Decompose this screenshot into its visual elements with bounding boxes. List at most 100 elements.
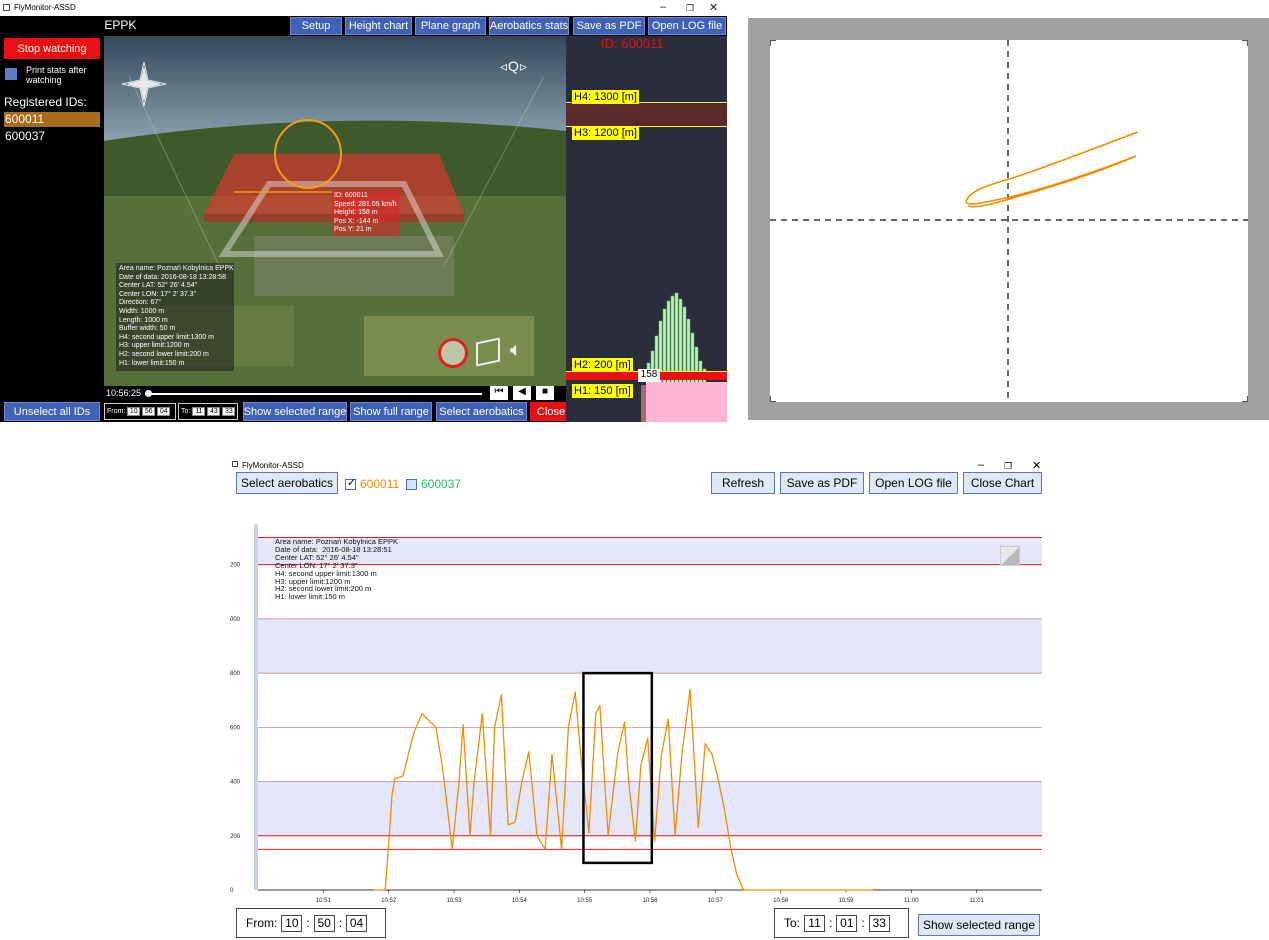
height-chart[interactable]: 0 200 400 600 800 000 200 10:51 10:52 10:53 10:54 1… bbox=[230, 518, 1050, 904]
zoom-nav-icon[interactable]: ◃Q▹ bbox=[500, 58, 528, 74]
aerobatics-stats-button[interactable]: Aerobatics stats bbox=[489, 17, 569, 35]
select-aerobatics-button[interactable]: Select aerobatics bbox=[436, 402, 527, 421]
timeline-slider[interactable] bbox=[146, 393, 482, 395]
x-tick-label: 10:54 bbox=[512, 898, 528, 904]
registered-ids-label: Registered IDs: bbox=[4, 95, 87, 109]
series-toggle-600011[interactable]: ✓ 600011 bbox=[345, 477, 399, 491]
step-back-icon[interactable]: ◀︎ bbox=[513, 386, 531, 400]
h2-label: H2: 200 [m] bbox=[572, 358, 633, 372]
height-chart-button[interactable]: Height chart bbox=[345, 17, 412, 35]
height-band bbox=[258, 781, 1042, 836]
h4-line bbox=[566, 102, 727, 103]
print-stats-label: Print stats after watching bbox=[26, 65, 87, 85]
window-titlebar: FlyMonitor-ASSD – ❐ ✕ bbox=[0, 0, 727, 16]
series-checkbox-checked[interactable]: ✓ bbox=[345, 476, 357, 490]
show-full-range-button[interactable]: Show full range bbox=[350, 402, 432, 421]
series-checkbox-unchecked[interactable] bbox=[406, 478, 417, 490]
from-second-input[interactable]: 04 bbox=[346, 914, 368, 932]
h1-zone bbox=[646, 382, 727, 422]
y-tick-label: 800 bbox=[230, 671, 241, 677]
to-minute-input[interactable]: 01 bbox=[836, 914, 858, 932]
to-minute-input[interactable]: 43 bbox=[207, 407, 221, 416]
from-time-group: From: 10 56 04 bbox=[104, 403, 176, 420]
refresh-button[interactable]: Refresh bbox=[711, 472, 775, 494]
y-tick-label: 600 bbox=[230, 725, 241, 731]
to-time-group: To: 11 : 01 : 33 bbox=[774, 908, 909, 938]
playback-time: 10:56:25 bbox=[106, 388, 142, 398]
stop-watching-button[interactable]: Stop watching bbox=[4, 38, 100, 59]
to-hour-input[interactable]: 11 bbox=[804, 914, 826, 932]
selected-id-label: ID: 600011 bbox=[601, 36, 664, 51]
3d-view[interactable]: ◃Q▹ ID: 600011 Speed: 281.05 km/h Height… bbox=[104, 36, 566, 386]
x-tick-label: 10:59 bbox=[838, 898, 854, 904]
unselect-ids-button[interactable]: Unselect all IDs bbox=[4, 402, 100, 421]
plane-track-graphic bbox=[770, 40, 1248, 402]
height-chart-window: FlyMonitor-ASSD – ❐ ✕ Select aerobatics … bbox=[230, 458, 1050, 940]
close-icon[interactable]: ✕ bbox=[1032, 460, 1042, 472]
setup-button[interactable]: Setup bbox=[290, 17, 342, 35]
speaker-icon[interactable]: 🔈︎ bbox=[510, 339, 522, 361]
plane-graph-button[interactable]: Plane graph bbox=[415, 17, 486, 35]
from-minute-input[interactable]: 56 bbox=[142, 407, 156, 416]
print-stats-checkbox[interactable] bbox=[5, 68, 17, 80]
app-icon bbox=[3, 4, 10, 11]
id-list-item-selected[interactable]: 600011 bbox=[4, 112, 100, 127]
y-tick-label: 000 bbox=[230, 617, 241, 623]
to-second-input[interactable]: 33 bbox=[222, 407, 236, 416]
x-tick-label: 10:53 bbox=[446, 898, 462, 904]
playback-bar: 10:56:25 ⏮︎ ◀︎ ■ Unselect all IDs From: … bbox=[0, 386, 566, 422]
selection-box bbox=[582, 671, 654, 865]
window-title: FlyMonitor-ASSD bbox=[242, 461, 304, 470]
area-info-panel: Area name: Poznań Kobylnica EPPK Date of… bbox=[116, 263, 234, 371]
h1-label: H1: 150 [m] bbox=[572, 384, 633, 398]
h3-line bbox=[566, 126, 727, 127]
minimize-icon[interactable]: – bbox=[660, 1, 667, 13]
show-selected-range-button[interactable]: Show selected range bbox=[243, 402, 347, 421]
skip-back-icon[interactable]: ⏮︎ bbox=[490, 386, 508, 400]
from-label: From: bbox=[246, 916, 278, 930]
from-minute-input[interactable]: 50 bbox=[313, 914, 335, 932]
series-toggle-600037[interactable]: 600037 bbox=[406, 477, 461, 491]
to-label: To: bbox=[784, 916, 801, 930]
minimize-icon[interactable]: – bbox=[978, 459, 985, 471]
restore-icon[interactable]: ❐ bbox=[686, 3, 695, 13]
id-list-item[interactable]: 600037 bbox=[5, 129, 46, 143]
save-pdf-button[interactable]: Save as PDF bbox=[780, 472, 864, 494]
stop-icon[interactable]: ■ bbox=[536, 386, 554, 400]
open-log-button[interactable]: Open LOG file bbox=[648, 17, 726, 35]
window-title: FlyMonitor-ASSD bbox=[14, 3, 76, 12]
sidebar: Stop watching Print stats after watching… bbox=[0, 16, 104, 422]
to-label: To: bbox=[181, 408, 191, 415]
save-pdf-button[interactable]: Save as PDF bbox=[573, 17, 645, 35]
timeline-handle[interactable] bbox=[145, 390, 152, 397]
to-hour-input[interactable]: 11 bbox=[192, 407, 206, 416]
close-button[interactable]: Close bbox=[530, 402, 566, 421]
x-tick-label: 10:51 bbox=[316, 898, 332, 904]
plane-graph-canvas[interactable] bbox=[770, 40, 1248, 402]
show-selected-range-button[interactable]: Show selected range bbox=[918, 914, 1040, 936]
x-tick-label: 10:58 bbox=[773, 898, 789, 904]
from-hour-input[interactable]: 10 bbox=[127, 407, 141, 416]
area-info-text: Area name: Poznań Kobylnica EPPK Date of… bbox=[275, 537, 398, 602]
open-log-button[interactable]: Open LOG file bbox=[869, 472, 958, 494]
series-label: 600037 bbox=[421, 477, 462, 491]
3d-cube-icon[interactable] bbox=[476, 337, 500, 367]
to-time-group: To: 11 43 33 bbox=[178, 403, 238, 420]
y-tick-label: 200 bbox=[230, 834, 241, 840]
restore-icon[interactable]: ❐ bbox=[1004, 461, 1013, 471]
h4-label: H4: 1300 [m] bbox=[572, 90, 639, 104]
height-band bbox=[258, 537, 1042, 565]
corner-fold-icon[interactable] bbox=[1000, 546, 1020, 566]
x-tick-label: 11:01 bbox=[969, 898, 984, 904]
y-tick-label: 400 bbox=[230, 780, 241, 786]
close-icon[interactable]: ✕ bbox=[709, 2, 719, 14]
x-tick-label: 10:55 bbox=[577, 898, 593, 904]
no-terrain-icon[interactable] bbox=[438, 338, 468, 368]
close-chart-button[interactable]: Close Chart bbox=[963, 472, 1042, 494]
y-axis-bar bbox=[254, 524, 258, 890]
from-hour-input[interactable]: 10 bbox=[281, 914, 303, 932]
h3-h4-zone bbox=[566, 104, 727, 126]
from-second-input[interactable]: 04 bbox=[157, 407, 171, 416]
to-second-input[interactable]: 33 bbox=[868, 914, 890, 932]
select-aerobatics-button[interactable]: Select aerobatics bbox=[236, 472, 338, 494]
